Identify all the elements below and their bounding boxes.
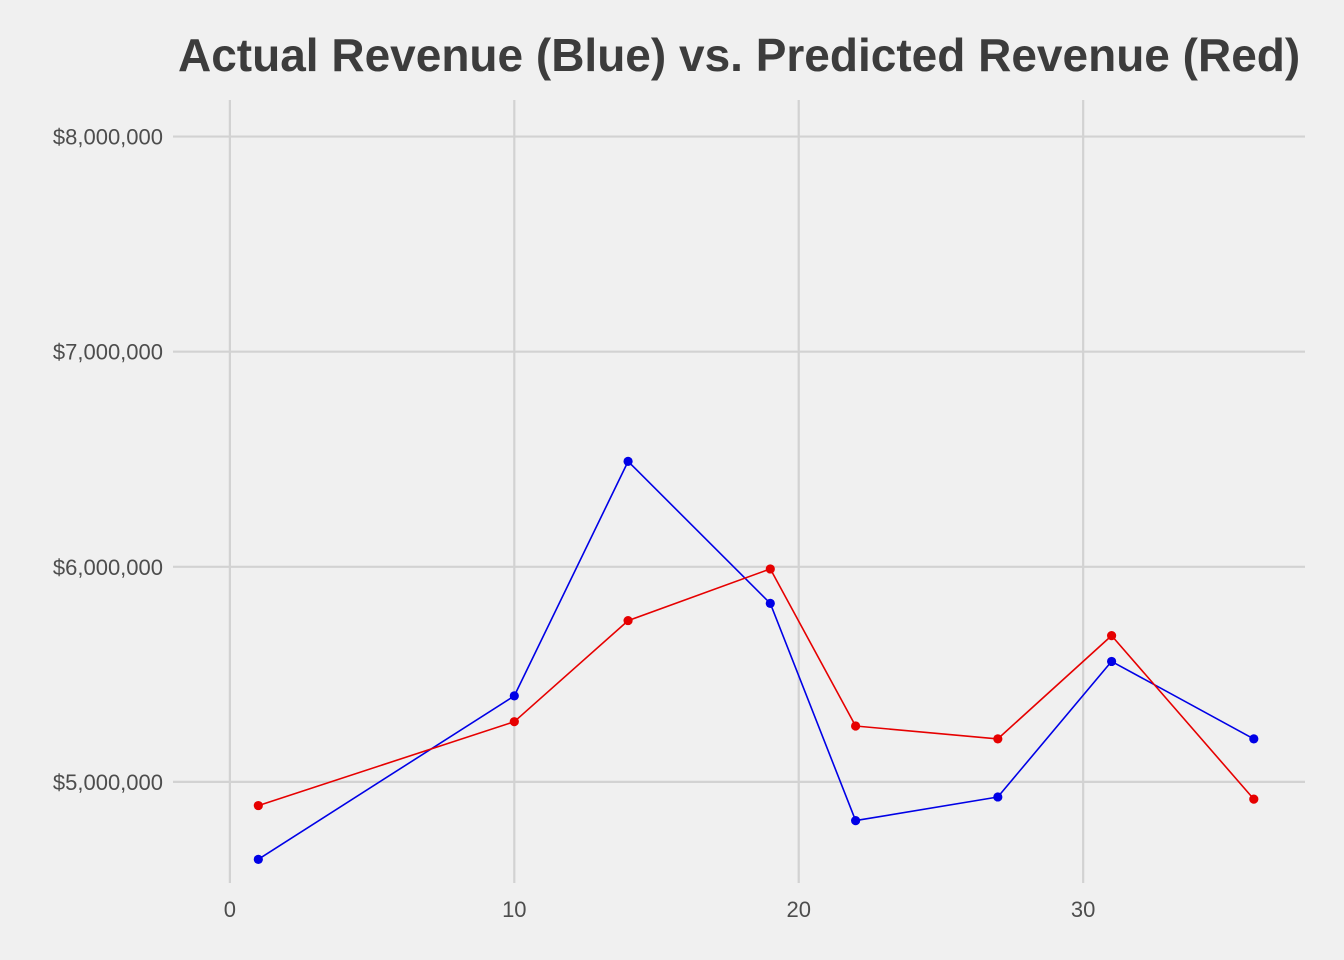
tick-labels: 0 10 20 30 $5,000,000 $6,000,000 $7,000,000 $8,…	[53, 125, 1096, 922]
chart-title: Actual Revenue (Blue) vs. Predicted Reve…	[178, 29, 1301, 81]
data-point-series-2	[623, 615, 633, 626]
series-line-1	[257, 460, 1255, 860]
x-tick-label: 30	[1071, 897, 1095, 922]
data-point-series-2	[1249, 794, 1259, 804]
y-tick-label: $6,000,000	[53, 555, 163, 580]
x-tick-label: 20	[786, 897, 810, 922]
data-point-series-1	[1106, 656, 1117, 667]
data-point-series-1	[1249, 734, 1259, 744]
data-point-series-1	[623, 456, 633, 466]
x-tick-label: 10	[502, 897, 526, 922]
data-point-series-2	[993, 734, 1003, 744]
y-tick-label: $8,000,000	[53, 125, 163, 150]
y-tick-label: $5,000,000	[53, 770, 163, 795]
data-point-series-1	[993, 792, 1003, 802]
data-point-series-1	[253, 854, 263, 864]
data-point-series-1	[765, 598, 775, 608]
data-point-series-2	[851, 721, 861, 731]
data-point-series-1	[851, 816, 861, 826]
series-line-2	[258, 568, 1255, 807]
data-point-series-1	[509, 691, 519, 701]
data-point-series-2	[765, 564, 775, 574]
data-points	[253, 456, 1259, 864]
series-lines	[257, 460, 1255, 860]
x-tick-label: 0	[224, 897, 236, 922]
data-point-series-2	[509, 717, 519, 727]
grid-lines	[173, 100, 1305, 883]
y-tick-label: $7,000,000	[53, 340, 163, 365]
data-point-series-2	[253, 800, 263, 811]
data-point-series-2	[1106, 631, 1117, 641]
